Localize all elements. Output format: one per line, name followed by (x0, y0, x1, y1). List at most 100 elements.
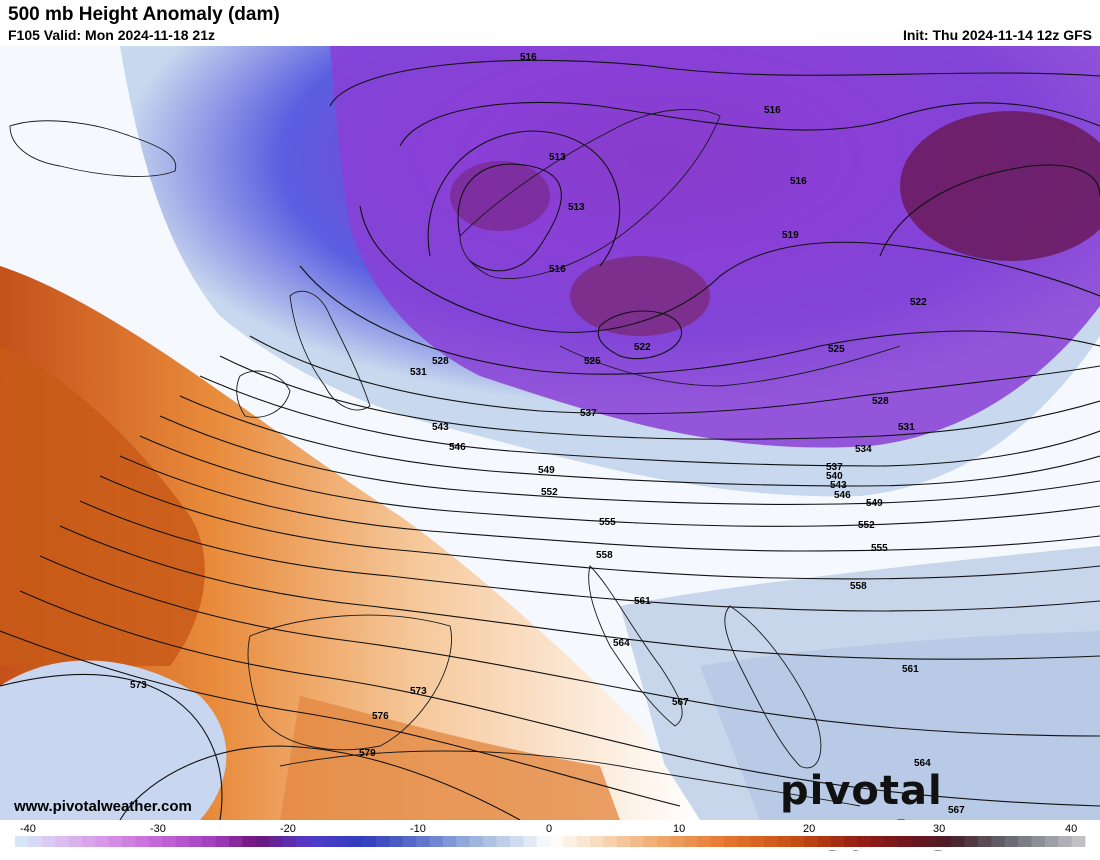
contour-label: 573 (130, 680, 147, 691)
contour-label: 564 (613, 638, 630, 649)
contour-label: 522 (634, 342, 651, 353)
contour-label: 537 (580, 408, 597, 419)
contour-label: 549 (538, 465, 555, 476)
colorbar-cell (202, 836, 217, 847)
colorbar-cell (349, 836, 364, 847)
colorbar-cell (790, 836, 805, 847)
colorbar-cell (108, 836, 123, 847)
colorbar-cell (255, 836, 270, 847)
contour-label: 561 (902, 664, 919, 675)
colorbar-cell (376, 836, 390, 847)
colorbar-cell (897, 836, 912, 847)
contour-label: 546 (449, 442, 466, 453)
contour-label: 516 (764, 105, 781, 116)
colorbar-cell (937, 836, 952, 847)
contour-label: 513 (568, 202, 585, 213)
colorbar-cell (1018, 836, 1032, 847)
italy-outline (588, 565, 683, 727)
contour-label: 525 (584, 356, 601, 367)
colorbar-cell (336, 836, 350, 847)
colorbar-cell (804, 836, 818, 847)
colorbar-cell (148, 836, 163, 847)
anomaly-map[interactable]: 516 516 513 513 516 519 522 525 522 528 … (0, 46, 1100, 820)
contour-label: 555 (599, 517, 616, 528)
colorbar-cell (978, 836, 992, 847)
colorbar-cell (162, 836, 176, 847)
contour-label: 561 (634, 596, 651, 607)
contour-label: 546 (834, 490, 851, 501)
contour-label: 573 (410, 686, 427, 697)
contour-label: 525 (828, 344, 845, 355)
colorbar-cell (911, 836, 925, 847)
colorbar-cell (643, 836, 658, 847)
colorbar-cell (188, 836, 203, 847)
ireland-outline (236, 370, 291, 418)
contour-label: 519 (782, 230, 799, 241)
map-canvas: 516 516 513 513 516 519 522 525 522 528 … (0, 46, 1100, 820)
contour-label: 555 (871, 543, 888, 554)
coastlines (9, 109, 901, 807)
colorbar-cell (657, 836, 671, 847)
colorbar-tick-label: -10 (410, 823, 426, 835)
contour-label: 579 (359, 748, 376, 759)
contour-label: 558 (596, 550, 613, 561)
height-contours (0, 59, 1100, 820)
colorbar-cell (857, 836, 872, 847)
colorbar-svg: -40 -30 -20 -10 0 10 20 30 40 (15, 823, 1086, 847)
north-africa-coast (279, 750, 861, 807)
colorbar-cell (710, 836, 725, 847)
colorbar-tick-label: -20 (280, 823, 296, 835)
contour-label: 528 (432, 356, 449, 367)
map-header: 500 mb Height Anomaly (dam) F105 Valid: … (0, 0, 1100, 46)
contour-label: 552 (541, 487, 558, 498)
colorbar-cell (416, 836, 431, 847)
iceland-outline (9, 120, 177, 177)
colorbar-tick-label: 20 (803, 823, 815, 835)
contour-label: 522 (910, 297, 927, 308)
colorbar-cell (951, 836, 966, 847)
contour-label: 576 (372, 711, 389, 722)
colorbar-cell (55, 836, 69, 847)
colorbar-cell (964, 836, 979, 847)
colorbar-cell (41, 836, 56, 847)
colorbar-cell (483, 836, 497, 847)
colorbar-cell (764, 836, 778, 847)
colorbar-cell (28, 836, 43, 847)
colorbar-cell (884, 836, 899, 847)
colorbar-ticks: -40 -30 -20 -10 0 10 20 30 40 (20, 823, 1077, 835)
colorbar: -40 -30 -20 -10 0 10 20 30 40 (0, 820, 1100, 850)
colorbar-cell (576, 836, 591, 847)
colorbar-cell (269, 836, 283, 847)
colorbar-cell (402, 836, 417, 847)
colorbar-cell (242, 836, 257, 847)
colorbar-cells (15, 836, 1086, 847)
colorbar-cell (523, 836, 538, 847)
colorbar-cell (282, 836, 297, 847)
colorbar-cell (737, 836, 752, 847)
contour-label: 549 (866, 498, 883, 509)
colorbar-cell (924, 836, 939, 847)
contour-label: 531 (898, 422, 915, 433)
contour-label: 531 (410, 367, 427, 378)
colorbar-cell (750, 836, 765, 847)
contour-labels: 516 516 513 513 516 519 522 525 522 528 … (130, 52, 965, 816)
colorbar-cell (389, 836, 404, 847)
map-title: 500 mb Height Anomaly (dam) (8, 4, 280, 25)
contour-label: 567 (948, 805, 965, 816)
colorbar-cell (1058, 836, 1073, 847)
anomaly-fill-ridge-core (0, 346, 205, 666)
valid-time: F105 Valid: Mon 2024-11-18 21z (8, 27, 215, 43)
contour-label: 513 (549, 152, 566, 163)
colorbar-tick-label: 10 (673, 823, 685, 835)
colorbar-cell (683, 836, 698, 847)
contour-label: 558 (850, 581, 867, 592)
baltic-south-coast (559, 345, 901, 387)
colorbar-cell (1044, 836, 1059, 847)
colorbar-cell (697, 836, 711, 847)
colorbar-cell (135, 836, 150, 847)
colorbar-cell (443, 836, 457, 847)
colorbar-cell (777, 836, 792, 847)
anomaly-fill-trough-core (330, 46, 1100, 448)
anomaly-fill-atlantic-low (0, 660, 227, 820)
colorbar-cell (630, 836, 645, 847)
